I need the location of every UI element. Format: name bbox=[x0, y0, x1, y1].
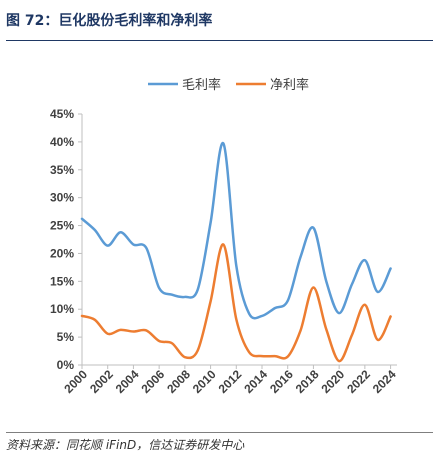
legend-label-net-margin: 净利率 bbox=[270, 77, 309, 93]
x-tick-label: 2018 bbox=[293, 367, 322, 396]
y-tick-label: 45% bbox=[50, 107, 74, 121]
x-tick-label: 2004 bbox=[113, 367, 142, 396]
figure-title: 图 72：巨化股份毛利率和净利率 bbox=[6, 13, 213, 29]
y-tick-label: 5% bbox=[57, 330, 75, 344]
x-tick-label: 2022 bbox=[344, 367, 373, 396]
y-tick-label: 25% bbox=[50, 219, 74, 233]
x-tick-label: 2020 bbox=[318, 367, 347, 396]
x-tick-label: 2010 bbox=[190, 367, 219, 396]
y-tick-label: 20% bbox=[50, 246, 74, 260]
x-tick-label: 2024 bbox=[370, 367, 399, 396]
x-tick-label: 2006 bbox=[138, 367, 167, 396]
footer-rule bbox=[6, 432, 433, 433]
series-lines bbox=[80, 142, 392, 363]
x-tick-label: 2012 bbox=[216, 367, 245, 396]
x-tick-label: 2014 bbox=[241, 367, 270, 396]
x-tick-label: 2016 bbox=[267, 367, 296, 396]
legend: 毛利率 净利率 bbox=[148, 77, 309, 93]
y-tick-label: 15% bbox=[50, 274, 74, 288]
series-line-gross-margin bbox=[80, 142, 392, 320]
x-tick-label: 2008 bbox=[164, 367, 193, 396]
x-tick-label: 2002 bbox=[87, 367, 116, 396]
title-rule bbox=[6, 40, 433, 41]
y-tick-label: 0% bbox=[57, 358, 75, 372]
legend-label-gross-margin: 毛利率 bbox=[182, 77, 221, 93]
line-chart: 毛利率 净利率 0%5%10%15%20%25%30%35%40%45%2000… bbox=[50, 77, 399, 396]
y-tick-label: 40% bbox=[50, 135, 74, 149]
source-note: 资料来源：同花顺 iFinD，信达证券研发中心 bbox=[6, 438, 245, 452]
y-tick-label: 30% bbox=[50, 191, 74, 205]
series-line-net-margin bbox=[80, 243, 392, 363]
y-tick-label: 10% bbox=[50, 302, 74, 316]
y-tick-label: 35% bbox=[50, 163, 74, 177]
